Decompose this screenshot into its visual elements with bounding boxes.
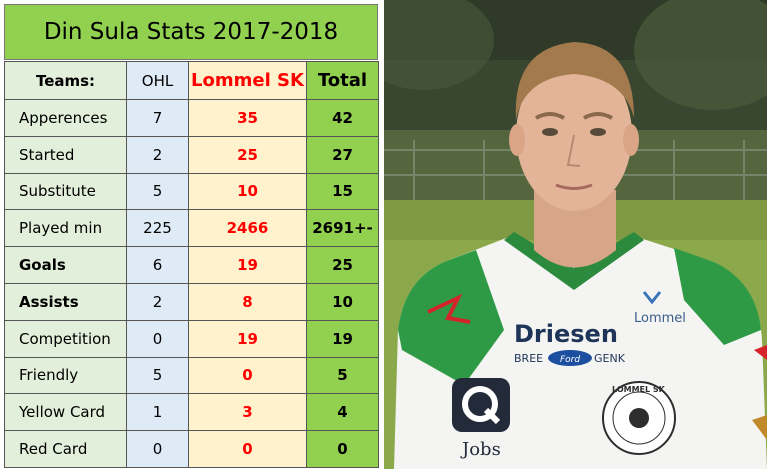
club-badge-shirt bbox=[642, 291, 662, 305]
sponsor-main: Driesen bbox=[514, 320, 618, 348]
row-lommel: 35 bbox=[188, 99, 307, 137]
row-label: Assists bbox=[4, 282, 127, 321]
ford-oval-icon bbox=[548, 350, 592, 366]
stats-panel: Din Sula Stats 2017-2018 Teams: OHL Lomm… bbox=[4, 4, 379, 468]
header-teams: Teams: bbox=[4, 61, 127, 100]
header-lommel: Lommel SK bbox=[188, 61, 307, 100]
row-ohl: 225 bbox=[126, 209, 189, 248]
table-row: Played min 225 2466 2691+- bbox=[4, 209, 379, 248]
club-badge-text: Lommel bbox=[634, 311, 686, 326]
header-ohl: OHL bbox=[126, 61, 189, 100]
row-total: 15 bbox=[306, 172, 379, 211]
q-logo-icon bbox=[452, 378, 510, 432]
row-total: 25 bbox=[306, 246, 379, 284]
stats-title: Din Sula Stats 2017-2018 bbox=[4, 4, 378, 60]
table-row: Assists 2 8 10 bbox=[4, 282, 379, 321]
row-lommel: 25 bbox=[188, 135, 307, 174]
row-label: Competition bbox=[4, 319, 127, 358]
row-lommel: 19 bbox=[188, 319, 307, 358]
row-label: Substitute bbox=[4, 172, 127, 211]
header-total: Total bbox=[306, 61, 379, 100]
row-total: 10 bbox=[306, 282, 379, 321]
row-lommel: 10 bbox=[188, 172, 307, 211]
row-label: Friendly bbox=[4, 356, 127, 395]
row-total: 0 bbox=[306, 430, 379, 468]
row-label: Red Card bbox=[4, 430, 127, 468]
table-row: Apperences 7 35 42 bbox=[4, 99, 379, 137]
player-illustration: Lommel Driesen BREE Ford GENK Jobs LOMME… bbox=[384, 0, 767, 469]
row-lommel: 8 bbox=[188, 282, 307, 321]
row-label: Apperences bbox=[4, 99, 127, 137]
row-total: 2691+- bbox=[306, 209, 379, 248]
row-ohl: 2 bbox=[126, 135, 189, 174]
row-label: Played min bbox=[4, 209, 127, 248]
row-label: Yellow Card bbox=[4, 393, 127, 432]
row-ohl: 5 bbox=[126, 172, 189, 211]
table-row: Yellow Card 1 3 4 bbox=[4, 393, 379, 432]
sponsor-sub-right: GENK bbox=[594, 352, 626, 365]
row-lommel: 2466 bbox=[188, 209, 307, 248]
ford-logo-text: Ford bbox=[560, 355, 580, 365]
row-ohl: 0 bbox=[126, 430, 189, 468]
stats-table: Teams: OHL Lommel SK Total Apperences 7 … bbox=[4, 61, 379, 468]
row-lommel: 3 bbox=[188, 393, 307, 432]
table-row: Substitute 5 10 15 bbox=[4, 172, 379, 211]
row-total: 5 bbox=[306, 356, 379, 395]
row-label: Goals bbox=[4, 246, 127, 284]
club-crest-icon bbox=[602, 381, 676, 455]
row-lommel: 0 bbox=[188, 430, 307, 468]
sponsor-sub-left: BREE bbox=[514, 352, 543, 365]
table-row: Competition 0 19 19 bbox=[4, 319, 379, 358]
table-row: Friendly 5 0 5 bbox=[4, 356, 379, 395]
q-sponsor-text: Jobs bbox=[460, 439, 501, 460]
row-ohl: 5 bbox=[126, 356, 189, 395]
row-total: 27 bbox=[306, 135, 379, 174]
table-row: Goals 6 19 25 bbox=[4, 246, 379, 284]
row-ohl: 0 bbox=[126, 319, 189, 358]
row-label: Started bbox=[4, 135, 127, 174]
row-ohl: 7 bbox=[126, 99, 189, 137]
table-header-row: Teams: OHL Lommel SK Total bbox=[4, 61, 379, 100]
row-total: 42 bbox=[306, 99, 379, 137]
row-ohl: 2 bbox=[126, 282, 189, 321]
row-total: 4 bbox=[306, 393, 379, 432]
row-ohl: 6 bbox=[126, 246, 189, 284]
row-total: 19 bbox=[306, 319, 379, 358]
row-lommel: 19 bbox=[188, 246, 307, 284]
row-ohl: 1 bbox=[126, 393, 189, 432]
table-row: Started 2 25 27 bbox=[4, 135, 379, 174]
row-lommel: 0 bbox=[188, 356, 307, 395]
crest-text: LOMMEL SK bbox=[612, 385, 666, 394]
player-photo: Lommel Driesen BREE Ford GENK Jobs LOMME… bbox=[384, 0, 767, 469]
table-row: Red Card 0 0 0 bbox=[4, 430, 379, 468]
